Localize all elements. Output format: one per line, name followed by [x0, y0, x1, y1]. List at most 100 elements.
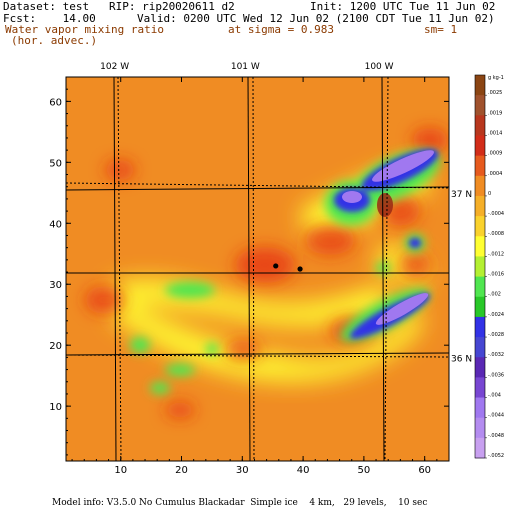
plot-frame [65, 76, 450, 462]
field-name: Water vapor mixing ratio [5, 23, 164, 36]
latitude-label: 37 N [451, 190, 472, 200]
valid-line: Valid: 0200 UTC Wed 12 Jun 02 (2100 CDT … [137, 12, 495, 25]
x-tick-label: 50 [358, 465, 371, 476]
model-info: Model info: V3.5.0 No Cumulus Blackadar … [52, 498, 428, 508]
county-border [247, 77, 251, 461]
colorbar-swatch [475, 276, 485, 298]
green-blob [165, 364, 195, 376]
y-tick-label: 30 [49, 280, 62, 291]
colorbar-label: -.0028 [488, 332, 504, 338]
colorbar-swatch [475, 377, 485, 399]
colorbar-swatch [475, 397, 485, 419]
heatmap-field [66, 77, 449, 461]
colorbar-swatch [475, 437, 485, 459]
colorbar-swatch [475, 175, 485, 197]
x-tick-label: 40 [297, 465, 310, 476]
red-blob [225, 340, 261, 360]
station-marker [273, 263, 279, 269]
colorbar-swatch [475, 417, 485, 439]
y-tick-label: 20 [49, 341, 62, 352]
colorbar-label: -.0052 [488, 453, 504, 459]
colorbar-label: -.0044 [488, 413, 504, 419]
colorbar-swatch [475, 236, 485, 257]
longitude-line [252, 77, 255, 461]
station-markers [273, 263, 303, 272]
y-tick-label: 60 [49, 97, 62, 108]
latitude-label: 36 N [451, 354, 472, 364]
colorbar-swatch [475, 115, 485, 136]
red-blob [85, 286, 125, 314]
x-tick-label: 10 [114, 465, 127, 476]
dark-red-core [377, 193, 393, 217]
colorbar-label: -.004 [488, 393, 501, 399]
state-border [66, 186, 449, 191]
colorbar-unit: g kg-1 [488, 75, 504, 81]
fcst-line: Fcst: 14.00 [3, 12, 96, 25]
colorbar-label: -.0036 [488, 372, 504, 378]
colorbar-swatch [475, 135, 485, 157]
colorbar-frame [474, 74, 486, 459]
red-blob [305, 225, 355, 255]
colorbar-swatch [475, 155, 485, 177]
colorbar-label: -.0024 [488, 312, 504, 318]
county-border [113, 77, 117, 461]
x-tick-label: 20 [175, 465, 188, 476]
smoothing-label: sm= 1 [424, 23, 458, 36]
green-blob [130, 337, 150, 353]
colorbar-swatch [475, 357, 485, 378]
longitude-label: 102 W [100, 62, 129, 72]
colorbar-label: -.0048 [488, 433, 504, 439]
longitude-labels: 102 W 101 W 100 W [100, 62, 393, 72]
graticule [66, 77, 449, 461]
green-blob [150, 382, 170, 394]
x-axis: 10 20 30 40 50 60 [71, 77, 450, 476]
red-blob [165, 402, 195, 418]
colorbar-swatch [475, 337, 485, 358]
colorbar-swatch [475, 95, 485, 116]
red-blob [412, 128, 448, 152]
red-blob [235, 247, 295, 283]
colorbar-label: .0014 [488, 130, 502, 136]
longitude-label: 100 W [365, 62, 394, 72]
colorbar-label: -.002 [488, 292, 501, 298]
field-subtitle: (hor. advec.) [11, 34, 98, 47]
x-tick-label: 30 [236, 465, 249, 476]
yellow-band [110, 300, 420, 381]
purple-blob [375, 293, 429, 325]
colorbar-label: .0025 [488, 90, 502, 96]
y-tick-label: 50 [49, 158, 62, 169]
dataset-line: Dataset: test RIP: rip20020611 d2 [3, 0, 235, 13]
station-marker [297, 266, 303, 272]
colorbar-label: .0019 [488, 110, 502, 116]
y-tick-label: 10 [49, 402, 62, 413]
x-tick-label: 60 [418, 465, 431, 476]
y-axis: 10 20 30 40 50 60 [49, 76, 449, 456]
colorbar-label: 0 [488, 191, 491, 197]
colorbar-swatch [475, 75, 485, 96]
red-blob [399, 251, 431, 279]
colorbar: g kg-1 .0025 .0019 .0014 .0009 .0004 0 -.0004 -.… [474, 74, 504, 459]
colorbar-swatch [475, 195, 485, 217]
sigma-level: at sigma = 0.983 [228, 23, 334, 36]
colorbar-label: -.0016 [488, 272, 504, 278]
colorbar-swatch [475, 216, 485, 237]
colorbar-swatch [475, 316, 485, 338]
colorbar-label: -.0012 [488, 251, 504, 257]
purple-blob [342, 191, 362, 203]
longitude-label: 101 W [231, 62, 260, 72]
red-blob [105, 160, 135, 180]
colorbar-swatch [475, 296, 485, 318]
blue-blob [409, 238, 421, 248]
green-blob [165, 282, 215, 298]
y-tick-label: 40 [49, 219, 62, 230]
state-border [66, 352, 449, 356]
longitude-line [117, 77, 122, 461]
colorbar-label: .0004 [488, 171, 502, 177]
longitude-line [384, 77, 389, 461]
map-boundaries [66, 77, 449, 461]
init-line: Init: 1200 UTC Tue 11 Jun 02 [310, 0, 496, 13]
colorbar-label: .0009 [488, 151, 502, 157]
county-border [381, 77, 385, 461]
colorbar-label: -.0004 [488, 211, 504, 217]
